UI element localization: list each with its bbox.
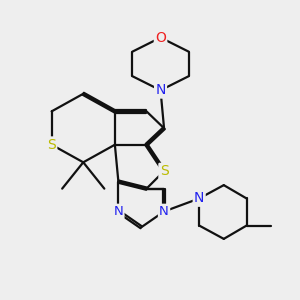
Text: O: O bbox=[155, 31, 166, 45]
Text: N: N bbox=[194, 191, 204, 206]
Text: S: S bbox=[47, 138, 56, 152]
Text: N: N bbox=[159, 205, 169, 218]
Text: N: N bbox=[155, 83, 166, 97]
Text: S: S bbox=[160, 164, 168, 178]
Text: N: N bbox=[113, 205, 123, 218]
